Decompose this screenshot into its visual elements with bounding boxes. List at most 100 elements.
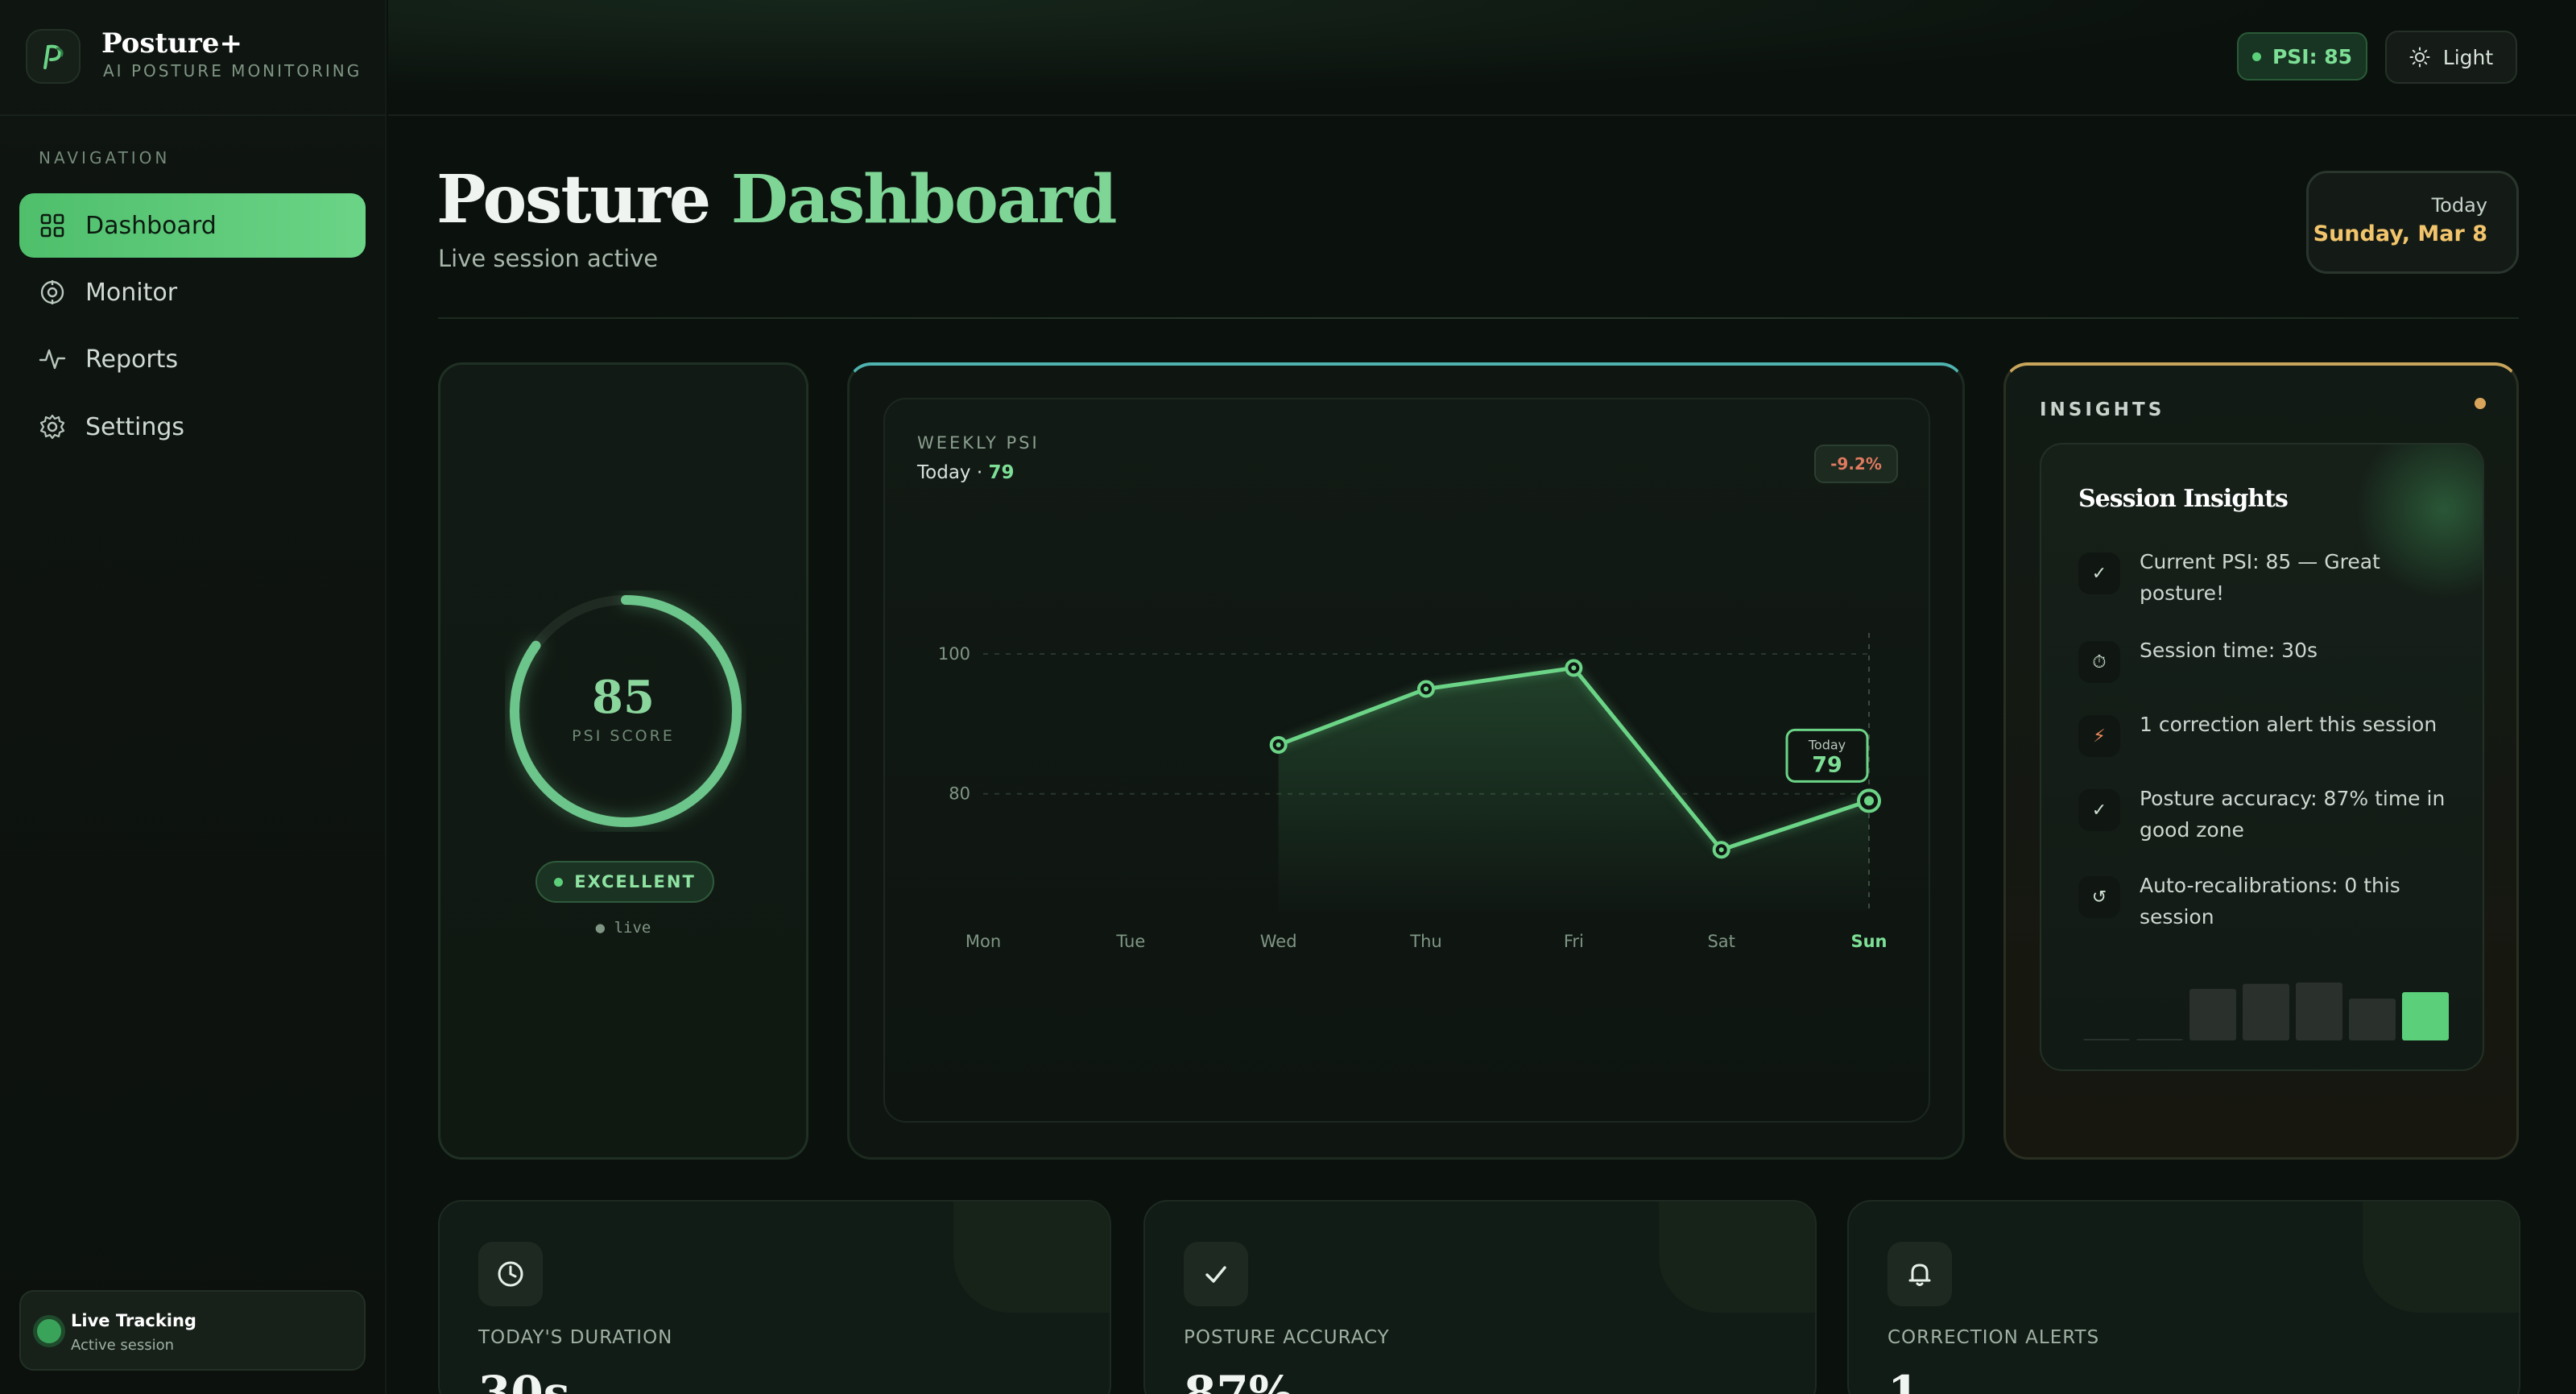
top-bar (388, 0, 2576, 116)
live-tracking-title: Live Tracking (71, 1311, 196, 1330)
brand-subtitle: AI POSTURE MONITORING (103, 61, 362, 81)
insight-text: Session time: 30s (2140, 639, 2318, 662)
gear-icon (39, 414, 65, 440)
x-tick-label: Thu (1409, 932, 1441, 951)
y-tick-label: 80 (949, 784, 970, 804)
mini-bar (2189, 989, 2236, 1040)
page-subtitle: Live session active (438, 245, 659, 272)
psi-gauge (510, 595, 742, 827)
insights-heading: INSIGHTS (2040, 399, 2165, 420)
brand-header: Posture+ AI POSTURE MONITORING (0, 0, 387, 116)
check-icon-glyph (1205, 1266, 1226, 1283)
insights-card: INSIGHTS Session Insights ✓ Current PSI:… (2003, 362, 2519, 1160)
stat-label: POSTURE ACCURACY (1184, 1327, 1390, 1348)
insight-text: 1 correction alert this session (2140, 713, 2437, 736)
weekly-psi-card: WEEKLY PSI Today · 79 -9.2% 100 80 Mon Tue… (847, 362, 1965, 1160)
tooltip-label: Today (1808, 737, 1846, 752)
psi-score-value: 85 (592, 671, 655, 724)
date-box: Today Sunday, Mar 8 (2306, 171, 2519, 274)
x-tick-label: Tue (1115, 932, 1145, 951)
page-title: Posture Dashboard (436, 161, 1117, 238)
series-area (1278, 668, 1869, 915)
date-label: Today (2431, 194, 2487, 217)
sun-icon (2409, 47, 2430, 68)
insight-item: ✓ Current PSI: 85 — Great posture! (2078, 546, 2457, 609)
status-badge-label: EXCELLENT (574, 872, 696, 891)
psi-status-dot (2251, 52, 2261, 61)
stat-card-duration: TODAY'S DURATION 30s (438, 1200, 1111, 1394)
nav-heading: NAVIGATION (39, 148, 171, 168)
insight-item: ↺ Auto-recalibrations: 0 this session (2078, 870, 2457, 933)
live-indicator: ● live (595, 919, 651, 937)
grid-icon (40, 213, 64, 238)
mini-bar (2136, 1039, 2183, 1040)
x-tick-label: Sat (1707, 932, 1735, 951)
clock-icon-glyph (498, 1261, 523, 1287)
stat-value: 1 (1888, 1366, 1921, 1394)
chart-delta-badge: -9.2% (1814, 445, 1898, 483)
stat-value: 87% (1184, 1366, 1293, 1394)
mini-bar (2402, 992, 2449, 1040)
timer-icon: ⏱ (2078, 641, 2120, 683)
insights-status-dot (2475, 398, 2486, 409)
sidebar-item-label: Reports (85, 345, 179, 374)
gauge-arc (510, 595, 742, 827)
logo[interactable] (26, 29, 81, 84)
mini-bar (2349, 999, 2396, 1040)
sidebar-item-reports[interactable]: Reports (19, 327, 366, 391)
stat-label: CORRECTION ALERTS (1888, 1327, 2100, 1348)
insight-text: Auto-recalibrations: 0 this session (2140, 874, 2400, 929)
sidebar-item-label: Dashboard (85, 211, 217, 240)
session-insights-panel: Session Insights ✓ Current PSI: 85 — Gre… (2040, 443, 2484, 1071)
theme-toggle-button[interactable]: Light (2385, 31, 2517, 84)
data-point-core (1718, 847, 1724, 853)
check-icon (1184, 1242, 1248, 1306)
mini-bar (2296, 982, 2342, 1040)
chart-heading: WEEKLY PSI (917, 433, 1040, 453)
leaf-logo-icon (43, 44, 64, 69)
insight-item: ⏱ Session time: 30s (2078, 635, 2457, 683)
sidebar-item-settings[interactable]: Settings (19, 395, 366, 459)
card-corner-decoration (953, 1202, 1110, 1313)
tooltip-value: 79 (1812, 752, 1842, 777)
insight-item: ⚡ 1 correction alert this session (2078, 709, 2457, 757)
x-tick-label: Fri (1564, 932, 1584, 951)
data-point-core (1864, 796, 1874, 806)
chart-today-value: 79 (988, 462, 1015, 483)
stat-card-alerts: CORRECTION ALERTS 1 (1847, 1200, 2520, 1394)
clock-icon (478, 1242, 543, 1306)
bell-icon (1888, 1242, 1952, 1306)
psi-pill: PSI: 85 (2237, 32, 2367, 81)
chart-today-prefix: Today · (917, 462, 983, 483)
insight-text: Current PSI: 85 — Great posture! (2140, 550, 2380, 605)
status-badge: EXCELLENT (535, 861, 714, 903)
sidebar-item-dashboard[interactable]: Dashboard (19, 193, 366, 258)
x-tick-label: Mon (965, 932, 1001, 951)
weekly-psi-chart-panel: WEEKLY PSI Today · 79 -9.2% 100 80 Mon Tue… (883, 398, 1930, 1123)
y-tick-label: 100 (938, 644, 970, 664)
sidebar-item-label: Settings (85, 412, 185, 441)
check-icon: ✓ (2078, 552, 2120, 594)
live-tracking-card[interactable]: Live Tracking Active session (19, 1290, 366, 1371)
card-corner-decoration (1659, 1202, 1815, 1313)
bell-icon-glyph (1908, 1264, 1931, 1286)
card-corner-decoration (2363, 1202, 2519, 1313)
psi-score-card: 85 PSI SCORE EXCELLENT ● live (438, 362, 808, 1160)
x-tick-label: Wed (1260, 932, 1297, 951)
refresh-icon: ↺ (2078, 876, 2120, 918)
check-icon: ✓ (2078, 789, 2120, 831)
sidebar: Posture+ AI POSTURE MONITORING NAVIGATIO… (0, 0, 387, 1394)
x-tick-label: Sun (1850, 932, 1887, 951)
header-divider (438, 317, 2519, 319)
stat-value: 30s (478, 1366, 570, 1394)
mini-bar (2243, 983, 2289, 1040)
sidebar-item-monitor[interactable]: Monitor (19, 260, 366, 325)
activity-icon (39, 349, 66, 370)
lightning-icon: ⚡ (2078, 715, 2120, 757)
mini-bar (2083, 1039, 2130, 1040)
session-mini-bars (2083, 982, 2449, 1040)
page-title-part1: Posture (436, 161, 711, 238)
data-point-core (1276, 742, 1281, 747)
live-status-dot (37, 1319, 61, 1343)
